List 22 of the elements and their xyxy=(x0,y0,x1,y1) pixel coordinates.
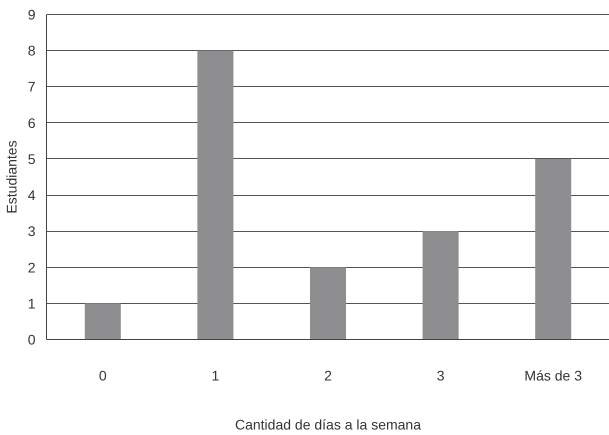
y-tick-label: 3 xyxy=(28,223,36,240)
y-tick-label: 7 xyxy=(28,78,36,95)
x-tick-label: 3 xyxy=(436,368,445,384)
bar xyxy=(84,303,121,340)
y-tick-label: 5 xyxy=(28,150,36,167)
y-tick-label: 0 xyxy=(28,332,36,348)
y-tick-label: 9 xyxy=(28,6,36,22)
bar xyxy=(197,50,234,340)
y-tick-label: 8 xyxy=(28,42,36,59)
bar xyxy=(422,231,459,340)
x-tick-label: 0 xyxy=(98,368,107,384)
x-axis-title: Cantidad de días a la semana xyxy=(234,416,422,432)
bar xyxy=(535,158,572,340)
x-tick-label: 1 xyxy=(212,368,220,384)
y-tick-label: 6 xyxy=(28,114,36,131)
y-axis-title: Estudiantes xyxy=(4,140,20,214)
bar xyxy=(310,267,346,340)
x-tick-label: Más de 3 xyxy=(524,368,582,384)
y-tick-label: 1 xyxy=(28,295,36,312)
y-tick-label: 4 xyxy=(28,187,36,204)
y-tick-label: 2 xyxy=(28,259,36,276)
x-tick-label: 2 xyxy=(324,368,332,384)
